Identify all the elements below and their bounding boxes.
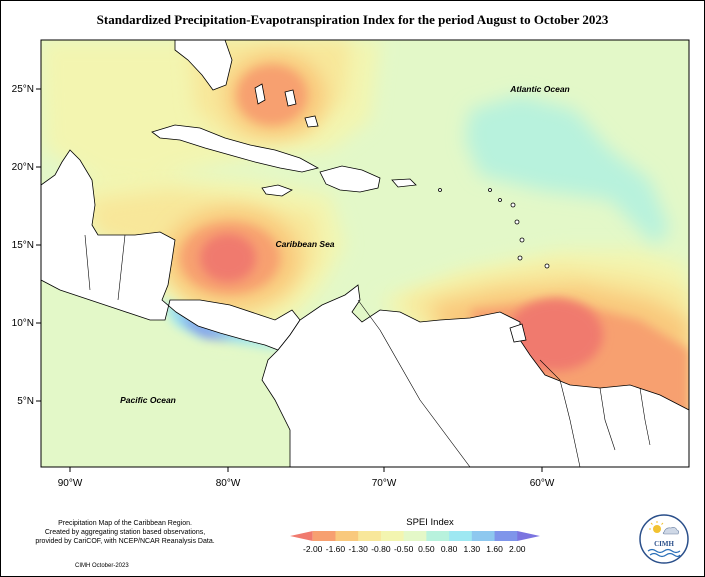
map-title: Standardized Precipitation-Evapotranspir…	[96, 12, 609, 27]
legend-tick-label: -2.00	[303, 544, 323, 554]
logo-text: CIMH	[654, 540, 674, 548]
credit-text: CIMH October-2023	[75, 563, 129, 569]
legend-swatch	[358, 531, 382, 541]
jamaica-land	[261, 184, 293, 197]
caribbean-sea-label: Caribbean Sea	[275, 239, 334, 249]
border-colombia-venezuela	[357, 299, 471, 467]
lon-tick-70: 70°W	[372, 478, 397, 489]
legend-tick-label: 0.80	[441, 544, 458, 554]
florida-land	[174, 40, 233, 91]
latitude-axis: 25°N 20°N 15°N 10°N 5°N	[12, 84, 41, 407]
caption-line-2: Created by aggregating station based obs…	[44, 529, 206, 536]
map-border	[40, 39, 690, 468]
puerto-rico-land	[391, 178, 417, 188]
land-masses	[41, 40, 689, 467]
lat-tick-10: 10°N	[12, 318, 34, 329]
caption-line-1: Precipitation Map of the Caribbean Regio…	[58, 520, 192, 527]
wet-atlantic-zone	[465, 95, 670, 245]
longitude-axis: 90°W 80°W 70°W 60°W	[58, 467, 555, 489]
atlantic-ocean-label: Atlantic Ocean	[509, 84, 570, 94]
map-caption: Precipitation Map of the Caribbean Regio…	[20, 519, 230, 546]
lon-tick-60: 60°W	[530, 478, 555, 489]
legend-swatch	[312, 531, 336, 541]
legend-tick-label: -0.80	[371, 544, 391, 554]
legend-swatch	[380, 531, 404, 541]
legend-tick-label: -1.60	[326, 544, 346, 554]
lon-tick-80: 80°W	[216, 478, 241, 489]
caption-line-3: provided by CariCOF, with NCEP/NCAR Rean…	[35, 538, 215, 545]
legend-swatch	[449, 531, 473, 541]
south-america-land	[261, 284, 689, 467]
legend-tick-label: 1.60	[486, 544, 503, 554]
bahamas-island-c	[304, 115, 319, 128]
legend-swatch	[290, 531, 313, 541]
lesser-antilles	[438, 188, 550, 269]
central-america-land	[41, 149, 301, 351]
border-venezuela-guyana	[539, 359, 581, 467]
lat-tick-20: 20°N	[12, 162, 34, 173]
border-guyana-suriname	[599, 387, 616, 451]
legend-swatch	[335, 531, 359, 541]
legend-tick-label: 0.50	[418, 544, 435, 554]
spei-legend-bar: -2.00 -1.60 -1.30 -0.80 -0.50 0.50 0.80 1.30 1.6…	[290, 531, 540, 554]
legend-tick-label: -1.30	[348, 544, 368, 554]
pacific-ocean-label: Pacific Ocean	[120, 395, 176, 405]
legend-swatch	[426, 531, 450, 541]
country-borders	[84, 234, 651, 467]
legend-tick-label: -0.50	[394, 544, 414, 554]
border-suriname-guiana	[639, 387, 651, 446]
lon-tick-90: 90°W	[58, 478, 83, 489]
border-central-america-a	[84, 234, 91, 291]
lat-tick-15: 15°N	[12, 240, 34, 251]
trinidad-land	[509, 323, 527, 343]
legend-swatch	[403, 531, 427, 541]
lat-tick-5: 5°N	[17, 396, 34, 407]
cuba-land	[151, 124, 320, 173]
border-central-america-b	[117, 234, 126, 301]
legend-swatch	[517, 531, 540, 541]
lat-tick-25: 25°N	[12, 84, 34, 95]
hispaniola-land	[319, 165, 381, 193]
legend-tick-label: 2.00	[509, 544, 526, 554]
legend-swatch	[494, 531, 518, 541]
spei-field	[41, 40, 689, 467]
legend-title: SPEI Index	[406, 517, 454, 528]
legend-tick-label: 1.30	[464, 544, 481, 554]
legend-swatch	[471, 531, 495, 541]
bahamas-island-a	[254, 83, 266, 105]
bahamas-island-b	[284, 89, 297, 107]
cimh-logo-icon: CIMH	[639, 514, 689, 564]
